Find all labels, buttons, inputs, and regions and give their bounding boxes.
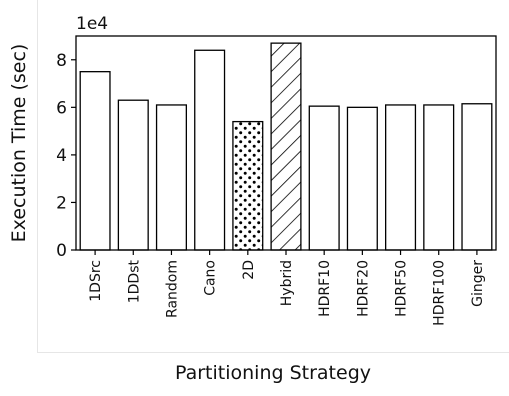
x-tick-label-hybrid: Hybrid bbox=[279, 260, 295, 306]
bar-hdrf50 bbox=[385, 104, 417, 251]
x-tick-label-1ddst: 1DDst bbox=[126, 260, 142, 304]
x-tick-label-hdrf100: HDRF100 bbox=[432, 260, 448, 326]
bar-2d bbox=[232, 120, 264, 251]
bar-hdrf20 bbox=[346, 106, 378, 251]
x-axis: 1DSrc 1DDst Random Cano 2D Hybrid HDRF10 HDRF20… bbox=[88, 250, 486, 326]
x-tick-label-cano: Cano bbox=[203, 260, 219, 296]
bar-1ddst bbox=[117, 99, 149, 251]
bar-ginger bbox=[461, 103, 493, 251]
y-tick-label: 0 bbox=[56, 241, 67, 261]
y-tick-label: 4 bbox=[56, 146, 67, 166]
y-tick-label: 2 bbox=[56, 193, 67, 213]
x-tick-label-1dsrc: 1DSrc bbox=[88, 260, 104, 302]
bar-hdrf10 bbox=[308, 105, 340, 251]
x-tick-label-ginger: Ginger bbox=[470, 260, 486, 307]
bar-cano bbox=[194, 49, 226, 251]
bar-1dsrc bbox=[79, 71, 111, 251]
x-tick-label-hdrf10: HDRF10 bbox=[317, 260, 333, 317]
y-tick-label: 6 bbox=[56, 98, 67, 118]
y-axis-label: Execution Time (sec) bbox=[8, 44, 30, 243]
x-tick-label-random: Random bbox=[164, 260, 180, 318]
bar-hybrid bbox=[270, 42, 302, 251]
x-tick-label-2d: 2D bbox=[241, 260, 257, 280]
x-axis-label: Partitioning Strategy bbox=[175, 362, 371, 384]
bar-random bbox=[155, 104, 187, 251]
bar-hdrf100 bbox=[423, 104, 455, 251]
y-tick-label: 8 bbox=[56, 51, 67, 71]
y-axis: 0 2 4 6 8 bbox=[56, 51, 76, 261]
bars-group bbox=[79, 42, 493, 251]
x-tick-label-hdrf20: HDRF20 bbox=[355, 260, 371, 317]
y-scale-label: 1e4 bbox=[76, 14, 108, 34]
x-tick-label-hdrf50: HDRF50 bbox=[394, 260, 410, 317]
